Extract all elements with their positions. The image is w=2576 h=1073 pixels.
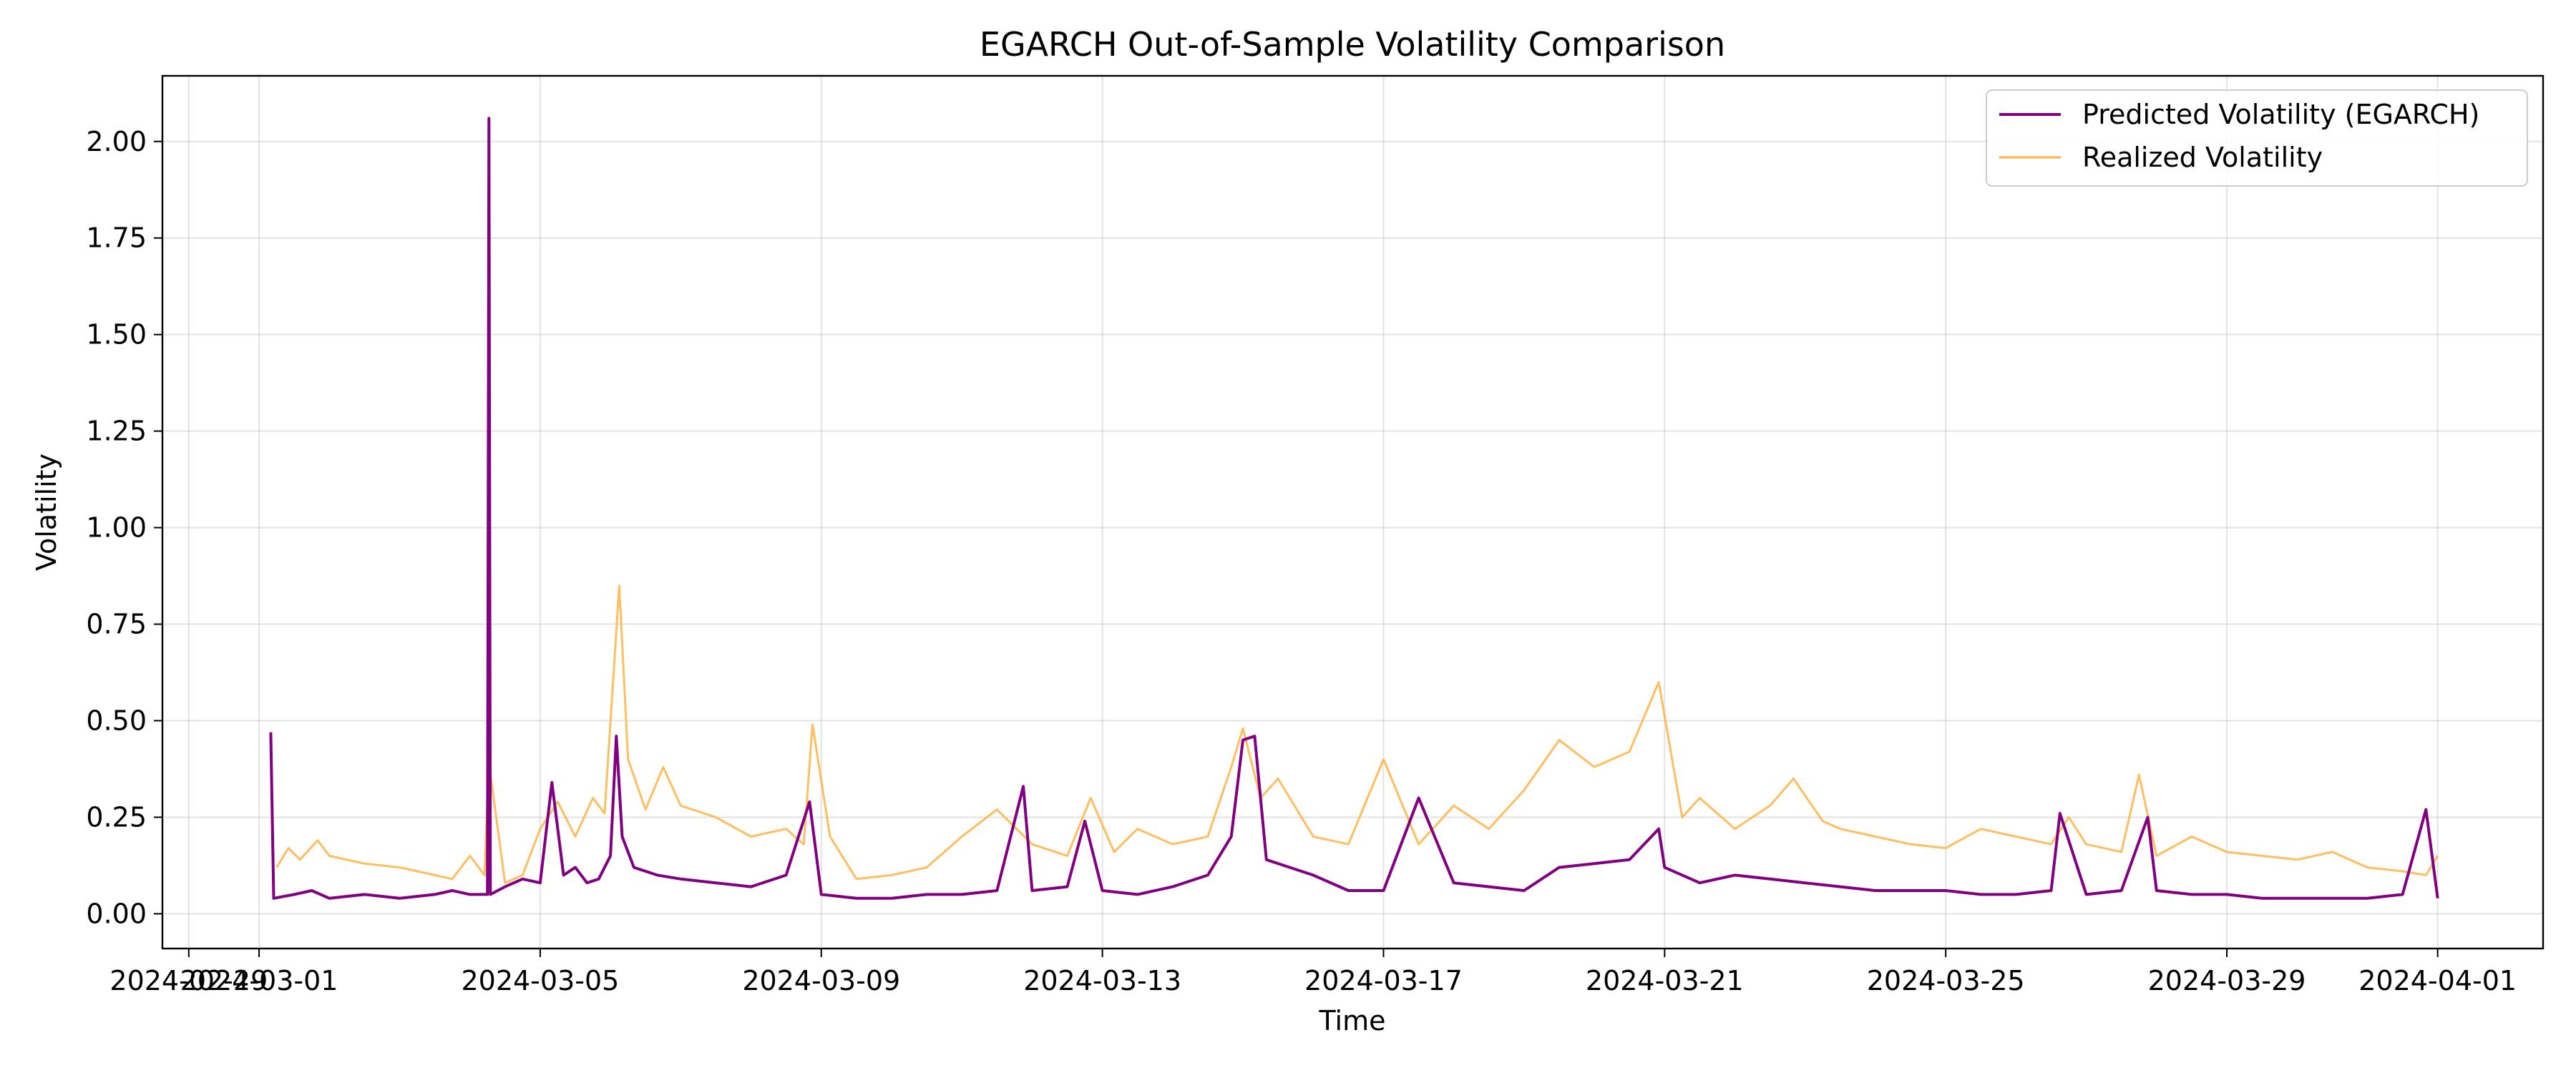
x-axis-label: Time	[1319, 1005, 1386, 1037]
x-tick-label: 2024-03-13	[1023, 965, 1181, 996]
y-tick-label: 1.75	[86, 222, 147, 254]
legend-box	[1986, 89, 2528, 187]
chart-title: EGARCH Out-of-Sample Volatility Comparis…	[980, 25, 1725, 64]
y-axis: 0.00 0.25 0.50 0.75 1.00 1.25 1.50 1.75 2.00	[86, 126, 162, 929]
legend: Predicted Volatility (EGARCH) Realized V…	[1986, 89, 2528, 187]
x-tick-label: 2024-03-01	[180, 965, 338, 996]
x-tick-label: 2024-03-05	[461, 965, 619, 996]
y-tick-label: 0.75	[86, 609, 147, 640]
y-tick-label: 2.00	[86, 126, 147, 157]
y-tick-label: 1.00	[86, 512, 147, 544]
x-tick-label: 2024-03-17	[1304, 965, 1463, 996]
grid-lines	[162, 76, 2543, 949]
x-tick-label: 2024-03-09	[742, 965, 900, 996]
series-layer	[269, 117, 2439, 900]
y-tick-label: 0.25	[86, 801, 147, 833]
y-tick-label: 1.50	[86, 319, 147, 351]
x-tick-label: 2024-02-29	[109, 965, 268, 996]
y-tick-label: 0.50	[86, 705, 147, 737]
series-line-realized	[275, 584, 2439, 884]
y-tick-label: 1.25	[86, 416, 147, 447]
y-tick-label: 0.00	[86, 898, 147, 929]
plot-frame	[161, 74, 2545, 950]
series-line-predicted	[269, 117, 2439, 900]
legend-label-predicted: Predicted Volatility (EGARCH)	[2082, 99, 2479, 130]
x-tick-label: 2024-03-25	[1867, 965, 2025, 996]
x-tick-label: 2024-03-29	[2148, 965, 2306, 996]
x-tick-label: 2024-03-21	[1586, 965, 1744, 996]
y-axis-label: Volatility	[31, 454, 62, 571]
legend-label-realized: Realized Volatility	[2082, 142, 2323, 173]
x-tick-label: 2024-04-01	[2358, 965, 2517, 996]
